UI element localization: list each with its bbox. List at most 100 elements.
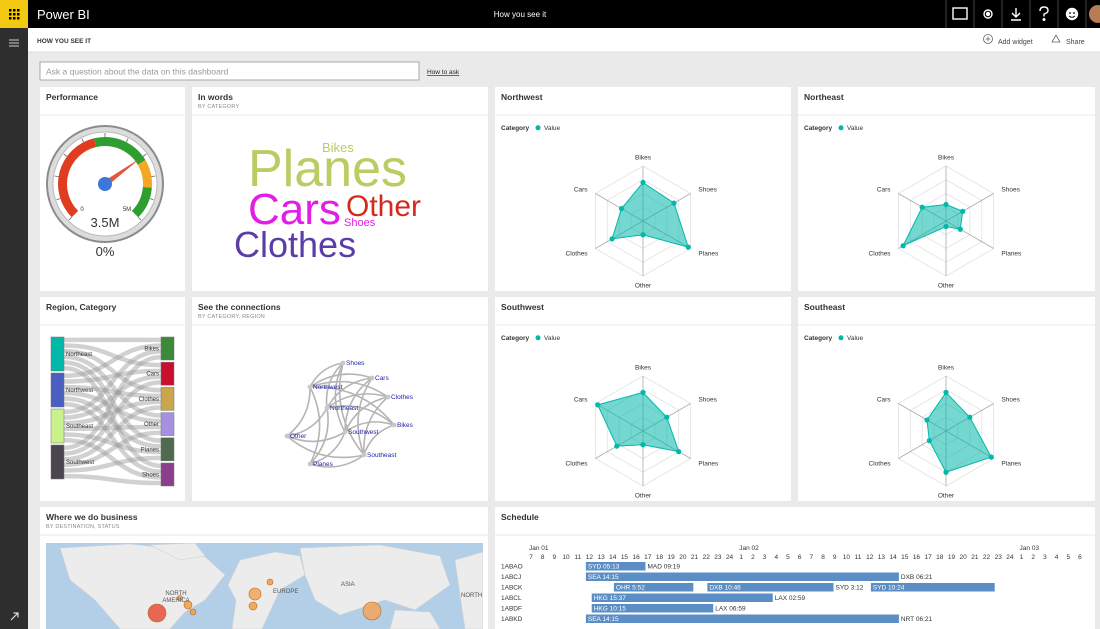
add-widget[interactable]: Add widget — [998, 39, 1033, 46]
share-icon[interactable] — [1051, 34, 1061, 43]
gantt-date: Jan 03 — [1020, 545, 1040, 552]
settings-icon[interactable] — [983, 9, 993, 19]
gantt-hour: 20 — [679, 554, 687, 561]
tile-title: Southeast — [804, 302, 845, 312]
download-icon[interactable] — [1011, 8, 1021, 21]
sankey-target-label: Other — [144, 422, 159, 428]
sankey-flow — [63, 473, 162, 486]
network-label: Shoes — [346, 360, 365, 367]
gauge-hub — [98, 177, 112, 191]
gantt-hour: 1 — [1020, 554, 1024, 561]
sankey-flow — [63, 424, 162, 432]
tile-subtitle: BY DESTINATION, STATUS — [46, 524, 120, 530]
network-edge — [286, 386, 311, 437]
sankey-flow — [63, 374, 162, 420]
radar-axis-label: Planes — [1001, 251, 1022, 258]
gantt-hour: 8 — [541, 554, 545, 561]
map-bubble — [248, 601, 258, 611]
sankey-target-label: Planes — [141, 447, 159, 453]
sub-header — [28, 28, 1100, 52]
fullscreen-icon[interactable] — [952, 7, 968, 20]
gantt-next-label: LAX 02:59 — [775, 595, 806, 602]
sankey-target-node — [160, 336, 175, 361]
radar-axis-label: Planes — [698, 461, 719, 468]
expand-icon[interactable] — [10, 612, 19, 621]
gantt-bar[interactable] — [613, 583, 694, 592]
qna-box[interactable] — [39, 61, 420, 81]
gauge-band — [131, 186, 152, 218]
radar-point — [640, 389, 646, 396]
radar-axis-label: Shoes — [698, 397, 717, 404]
gantt-bar[interactable] — [585, 572, 899, 582]
legend-swatch — [838, 335, 844, 341]
launcher-icon — [9, 9, 20, 20]
gauge-max-label: 5M — [123, 207, 131, 213]
network-edge — [309, 454, 365, 468]
radar-point — [664, 414, 670, 420]
sankey-flow — [63, 343, 162, 379]
help-icon[interactable] — [1039, 6, 1049, 17]
add-widget-icon[interactable] — [983, 34, 993, 44]
gantt-bar[interactable] — [870, 583, 995, 592]
feedback-icon[interactable] — [1065, 7, 1079, 21]
network-label: Clothes — [391, 394, 414, 401]
sankey-flow — [63, 405, 162, 462]
gantt-hour: 3 — [763, 554, 767, 561]
gauge-band — [137, 160, 152, 188]
legend-title: Category — [501, 125, 530, 132]
network-edge — [309, 380, 389, 398]
share[interactable]: Share — [1066, 39, 1085, 46]
network-label: Northeast — [330, 405, 358, 412]
radar-point — [900, 243, 906, 249]
sankey-flow — [63, 354, 162, 418]
gauge-band — [94, 137, 146, 165]
gantt-hour: 14 — [609, 554, 617, 561]
network-edge — [286, 407, 328, 437]
gantt-bar[interactable] — [591, 604, 714, 613]
gantt-hour: 17 — [925, 554, 933, 561]
menu-icon[interactable] — [9, 39, 19, 47]
map-label: EUROPE — [273, 589, 298, 595]
cloud-word: Bikes — [322, 140, 354, 155]
gantt-hour: 9 — [553, 554, 557, 561]
sankey-flow — [63, 343, 162, 368]
gantt-bar[interactable] — [707, 583, 834, 592]
tile[interactable] — [192, 87, 488, 291]
gantt-row-label: 1ABCK — [501, 585, 523, 592]
gantt-hour: 2 — [1031, 554, 1035, 561]
gantt-bar[interactable] — [585, 614, 899, 624]
gantt-bar[interactable] — [591, 593, 773, 603]
map-label: ASIA — [341, 582, 355, 588]
gantt-hour: 16 — [913, 554, 921, 561]
radar-point — [943, 389, 949, 396]
qna-help-link[interactable]: How to ask — [427, 69, 460, 76]
sankey-source-label: Northeast — [66, 352, 92, 358]
gauge-tick — [149, 198, 154, 201]
gantt-hour: 21 — [691, 554, 699, 561]
gantt-next-label: NRT 06:21 — [901, 616, 933, 623]
gantt-hour: 1 — [739, 554, 743, 561]
radar-point — [943, 469, 949, 475]
page-title: How you see it — [494, 10, 547, 19]
gantt-bar-label: SYD 10:24 — [873, 585, 905, 592]
network-edge — [357, 377, 373, 456]
gantt-bar[interactable] — [585, 562, 646, 571]
toolbar-separators — [945, 0, 1087, 28]
radar-point — [676, 449, 682, 455]
map-label: NORTH AME — [461, 593, 497, 599]
sankey-flow — [63, 354, 162, 451]
gauge-tick — [68, 216, 73, 221]
gantt-hour: 8 — [821, 554, 825, 561]
tile[interactable] — [798, 87, 1095, 291]
gantt-hour: 11 — [855, 554, 862, 561]
tile[interactable] — [495, 507, 1095, 629]
map-land — [389, 609, 441, 629]
network-label: Other — [290, 433, 307, 440]
gantt-next-label: LAX 06:59 — [715, 606, 746, 613]
avatar[interactable] — [1089, 5, 1100, 23]
tile-title: Northeast — [804, 92, 844, 102]
tile-title: In words — [198, 92, 233, 102]
legend-swatch — [535, 335, 541, 341]
gantt-bar-label: DXB 10:46 — [709, 585, 741, 592]
